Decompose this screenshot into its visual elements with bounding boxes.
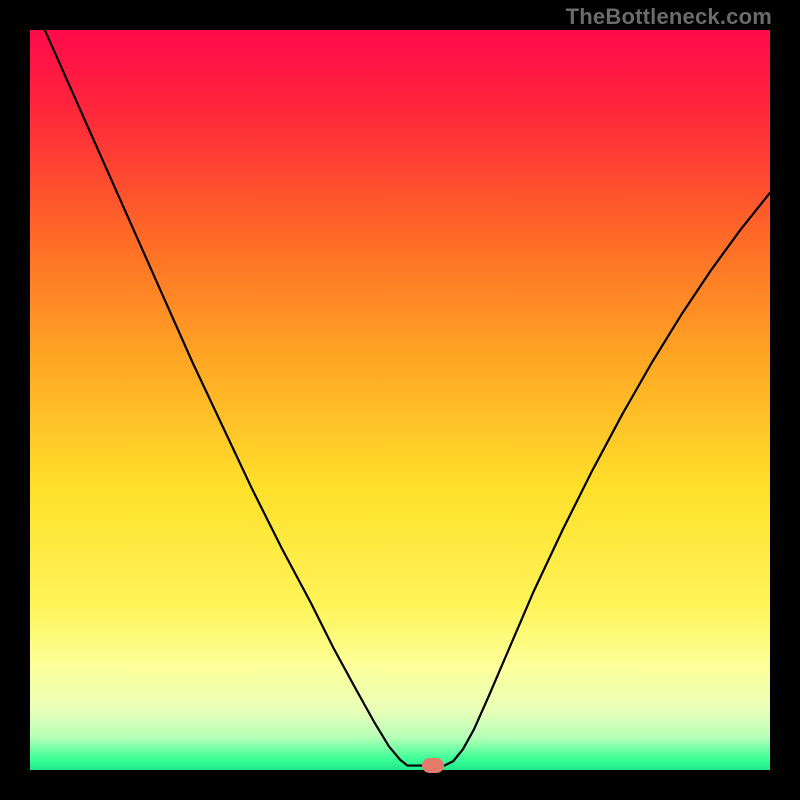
optimal-point-marker: [422, 758, 444, 773]
chart-frame: TheBottleneck.com: [0, 0, 800, 800]
watermark-text: TheBottleneck.com: [566, 4, 772, 30]
bottleneck-curve: [30, 30, 770, 770]
plot-area: [30, 30, 770, 770]
